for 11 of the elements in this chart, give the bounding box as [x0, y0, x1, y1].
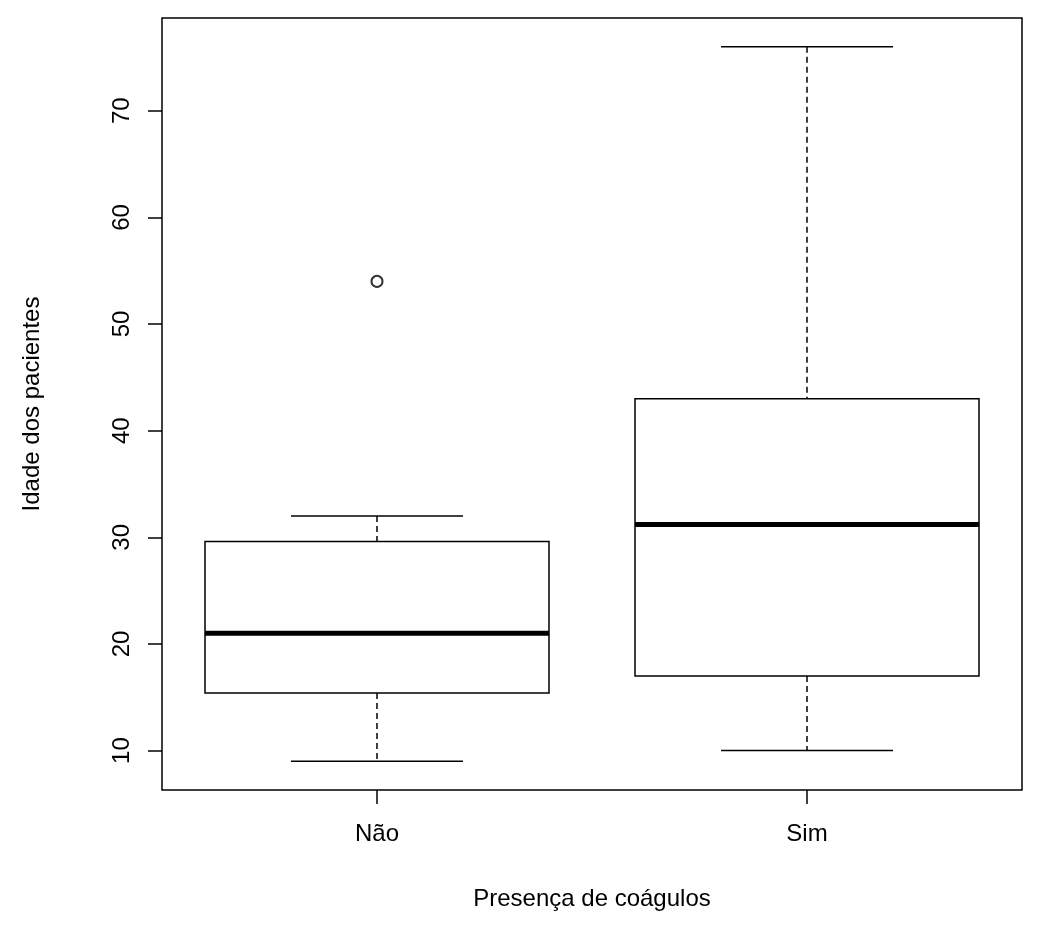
- y-tick-label: 20: [106, 630, 134, 658]
- y-tick-label: 70: [106, 97, 134, 125]
- y-tick-label: 10: [106, 737, 134, 764]
- x-tick-label: Sim: [786, 818, 828, 846]
- y-tick-label: 60: [106, 204, 134, 231]
- y-tick-label: 40: [106, 417, 134, 445]
- x-axis-title: Presença de coágulos: [473, 883, 711, 911]
- y-axis-title: Idade dos pacientes: [16, 296, 44, 512]
- y-tick-label: 30: [106, 523, 134, 551]
- x-tick-label: Não: [354, 818, 400, 846]
- y-tick-label: 50: [106, 310, 134, 338]
